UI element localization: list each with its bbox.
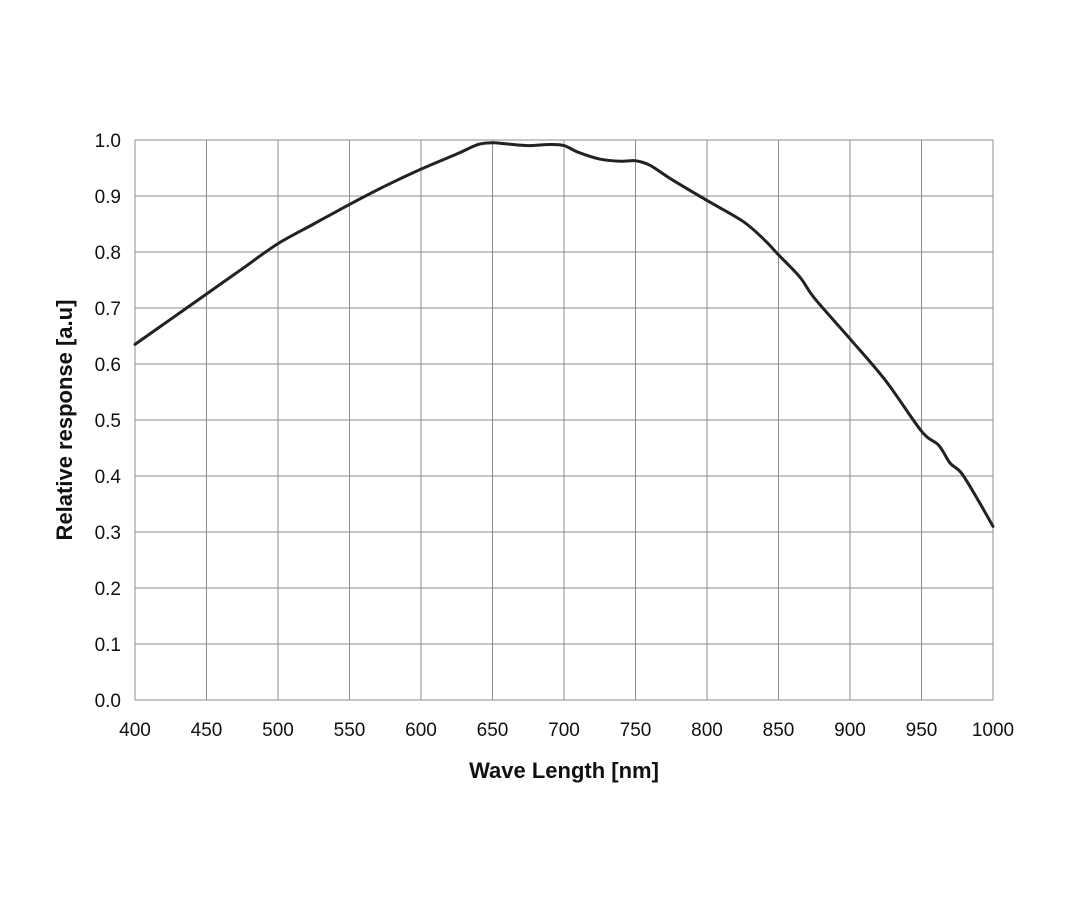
y-tick-label: 0.6 [95,355,121,376]
x-tick-label: 500 [262,720,294,741]
y-axis-ticks: 0.0 0.1 0.2 0.3 0.4 0.5 0.6 0.7 0.8 0.9 1.0 [95,131,122,712]
y-tick-label: 0.5 [95,411,121,432]
x-tick-label: 650 [477,720,509,741]
x-tick-label: 800 [691,720,723,741]
y-tick-label: 0.2 [95,579,121,600]
y-tick-label: 0.7 [95,299,121,320]
y-tick-label: 0.3 [95,523,121,544]
y-tick-label: 0.4 [95,467,122,488]
x-tick-label: 1000 [972,720,1014,741]
x-tick-label: 950 [906,720,938,741]
x-tick-label: 750 [620,720,652,741]
series-line [133,141,995,528]
x-tick-label: 450 [191,720,223,741]
x-axis-ticks: 400 450 500 550 600 650 700 750 800 850 900 950 1000 [119,720,1014,741]
y-tick-label: 0.9 [95,187,121,208]
x-tick-label: 550 [334,720,366,741]
x-tick-label: 900 [834,720,866,741]
y-tick-label: 0.8 [95,243,121,264]
x-axis-title: Wave Length [nm] [469,758,659,783]
y-tick-label: 0.1 [95,635,121,656]
x-tick-label: 400 [119,720,151,741]
x-tick-label: 600 [405,720,437,741]
y-tick-label: 1.0 [95,131,121,152]
series-layer [133,141,995,528]
grid [134,139,994,701]
y-tick-label: 0.0 [95,691,121,712]
y-axis-title: Relative response [a.u] [52,300,77,541]
x-tick-label: 700 [548,720,580,741]
x-tick-label: 850 [763,720,795,741]
plot-area-frame [134,139,994,701]
